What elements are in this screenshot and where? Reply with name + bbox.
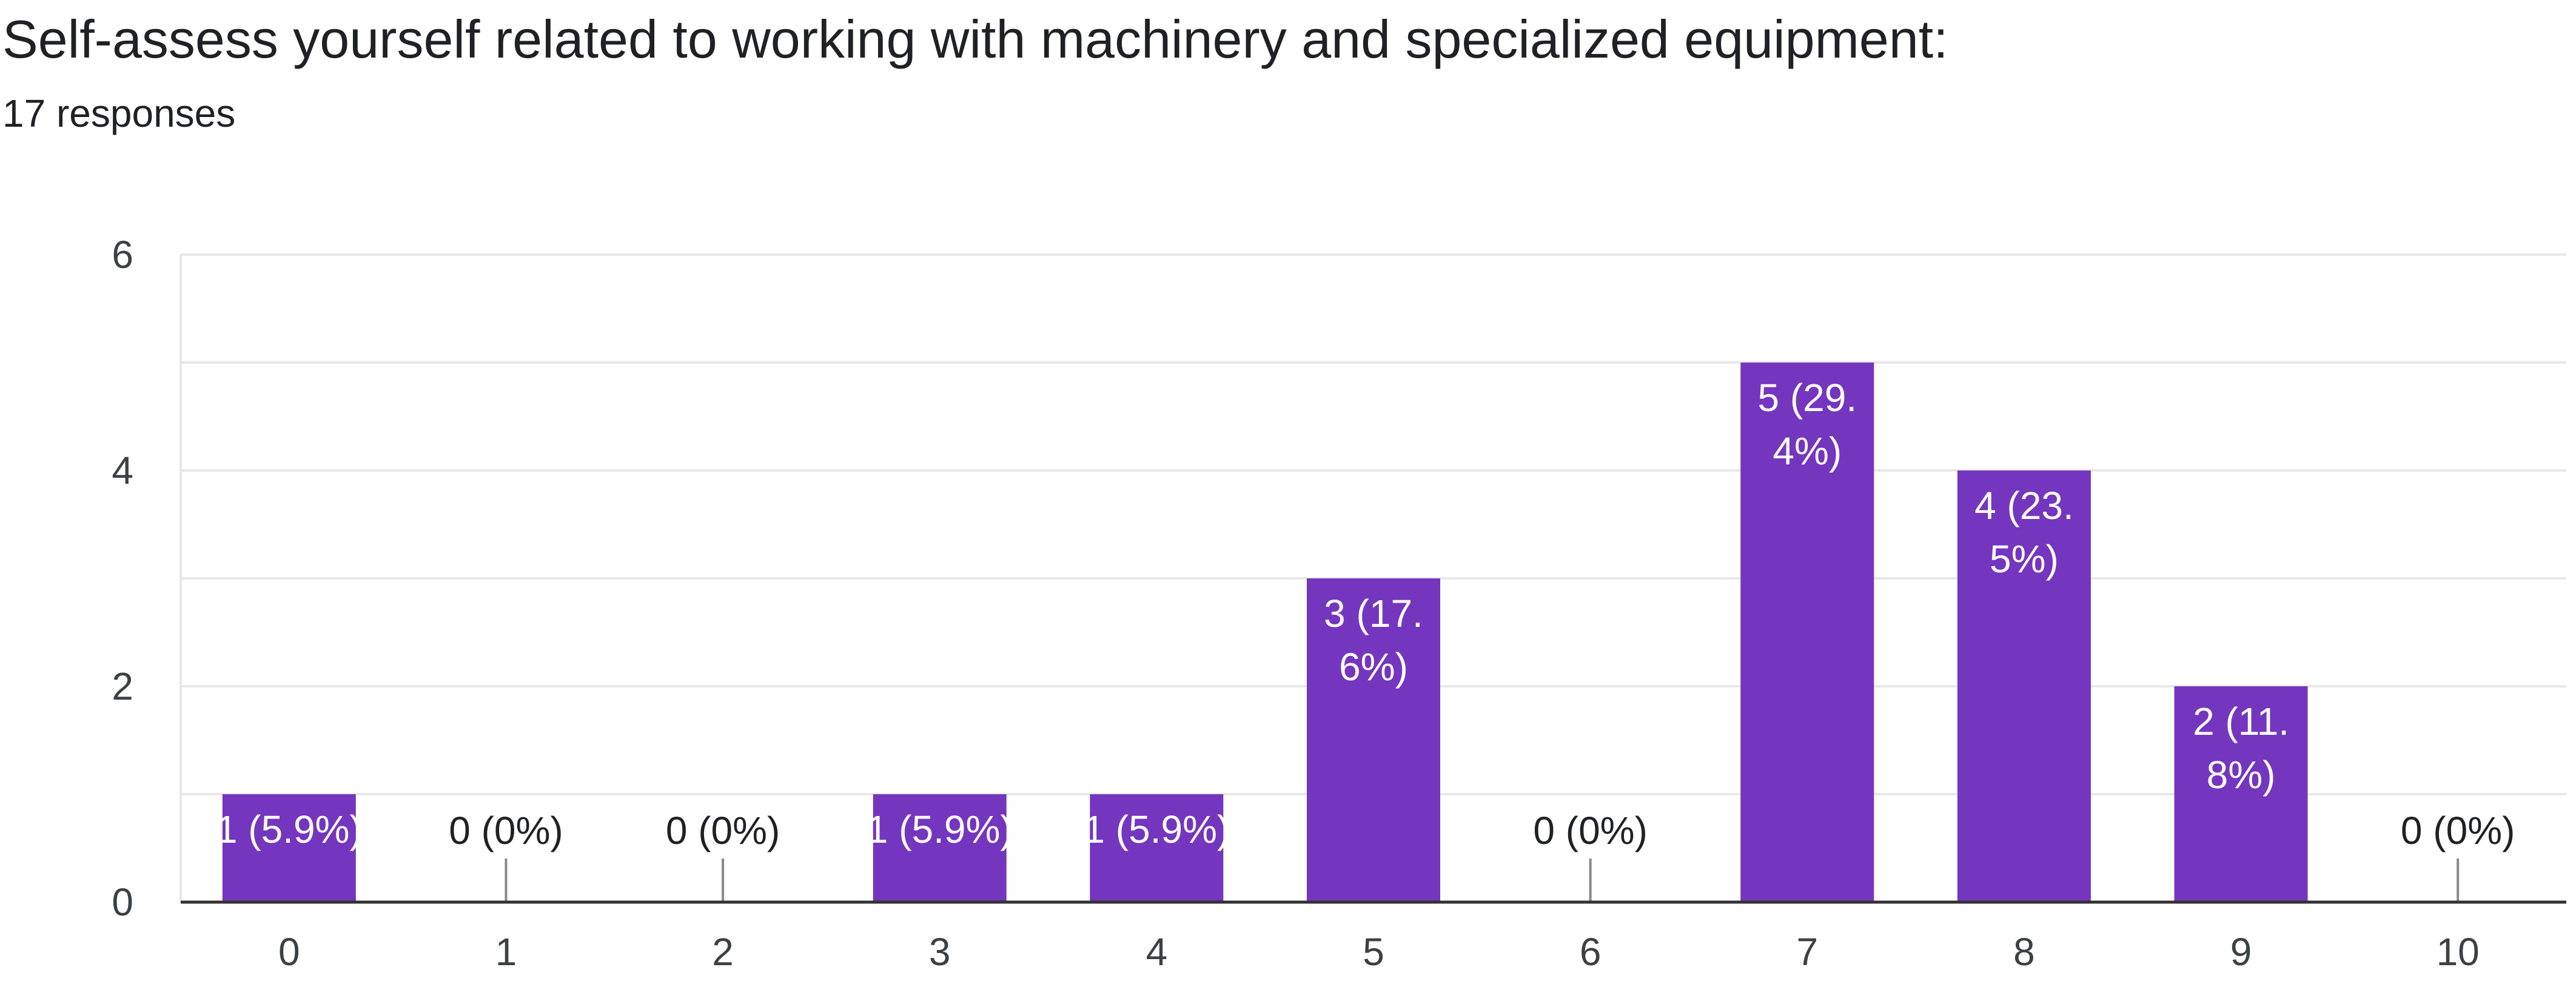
x-tick-label: 5: [1363, 930, 1384, 974]
data-label: 4%): [1773, 429, 1842, 473]
x-tick-label: 10: [2437, 930, 2480, 974]
x-tick-label: 8: [2013, 930, 2035, 974]
x-tick-label: 7: [1796, 930, 1818, 974]
data-label: 3 (17.: [1324, 592, 1423, 635]
y-tick-label: 0: [112, 880, 133, 924]
data-label: 1 (5.9%): [216, 808, 363, 851]
data-label: 4 (23.: [1974, 484, 2074, 527]
response-count: 17 responses: [2, 92, 236, 135]
data-label: 8%): [2207, 753, 2276, 797]
data-label: 1 (5.9%): [1083, 808, 1230, 851]
data-label: 0 (0%): [449, 809, 563, 852]
data-label: 0 (0%): [2401, 809, 2515, 852]
data-label: 0 (0%): [666, 809, 780, 852]
chart-title: Self-assess yourself related to working …: [2, 9, 1948, 69]
y-tick-label: 6: [112, 233, 133, 276]
bar: [873, 794, 1007, 902]
y-tick-label: 4: [112, 449, 133, 492]
x-tick-label: 2: [712, 930, 734, 974]
bar: [222, 794, 356, 902]
data-label: 0 (0%): [1533, 809, 1648, 852]
x-tick-label: 0: [278, 930, 300, 974]
x-tick-label: 1: [495, 930, 517, 974]
bar: [2174, 686, 2308, 902]
data-label: 1 (5.9%): [867, 808, 1013, 851]
data-label: 2 (11.: [2193, 700, 2289, 743]
bar: [1090, 794, 1224, 902]
data-label: 6%): [1339, 645, 1408, 689]
x-tick-label: 4: [1146, 930, 1168, 974]
data-label: 5 (29.: [1757, 376, 1857, 420]
bar: [1740, 363, 1874, 902]
bar: [1307, 578, 1440, 902]
data-label: 5%): [1990, 537, 2059, 581]
x-tick-label: 6: [1580, 930, 1602, 974]
bar: [1957, 470, 2091, 902]
x-tick-label: 3: [929, 930, 951, 974]
x-tick-label: 9: [2230, 930, 2252, 974]
y-tick-label: 2: [112, 664, 133, 708]
